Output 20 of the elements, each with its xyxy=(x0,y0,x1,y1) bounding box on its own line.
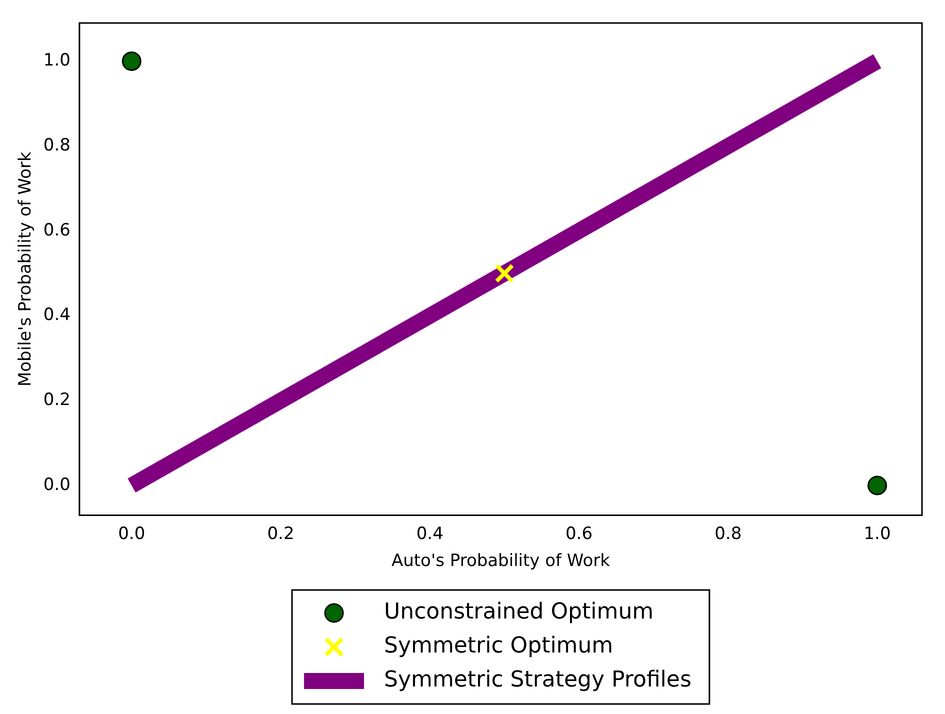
legend-label: Symmetric Optimum xyxy=(384,634,614,659)
x-tick-label: 1.0 xyxy=(864,524,891,544)
y-tick-label: 0.4 xyxy=(43,305,70,326)
x-axis-title: Auto's Probability of Work xyxy=(391,551,610,572)
point xyxy=(122,51,142,71)
x-tick-label: 0.2 xyxy=(267,524,294,544)
x-tick-label: 0.6 xyxy=(565,524,593,544)
point xyxy=(868,476,888,496)
y-axis-title: Mobile's Probability of Work xyxy=(16,152,36,387)
y-tick-label: 0.2 xyxy=(43,390,70,410)
x-tick-label: 0.4 xyxy=(416,524,444,544)
x-tick-label: 0.8 xyxy=(714,524,742,544)
y-tick-label: 1.0 xyxy=(43,50,70,71)
y-tick-label: 0.8 xyxy=(43,135,70,156)
y-tick-label: 0.0 xyxy=(43,474,70,495)
point xyxy=(494,264,514,284)
legend-label: Unconstrained Optimum xyxy=(384,600,654,625)
legend-label: Symmetric Strategy Profiles xyxy=(384,668,692,693)
y-tick-label: 0.6 xyxy=(43,220,70,240)
x-tick-label: 0.0 xyxy=(118,524,146,544)
